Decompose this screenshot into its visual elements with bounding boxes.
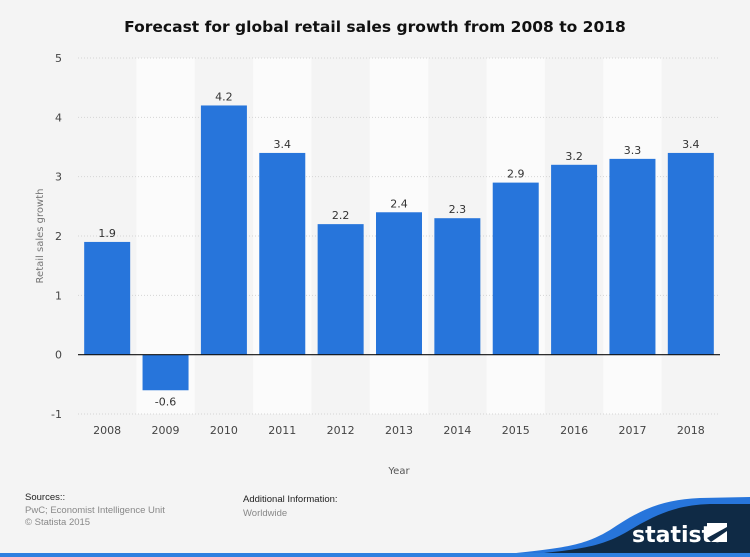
- bar-2008: [84, 241, 131, 355]
- data-label: 3.4: [682, 138, 700, 151]
- x-tick-label: 2009: [152, 424, 180, 437]
- x-tick-label: 2013: [385, 424, 413, 437]
- additional-info-text: Worldwide: [243, 508, 288, 519]
- bar-2009: [142, 354, 189, 391]
- bar-2018: [667, 152, 714, 355]
- data-label: 3.3: [624, 144, 642, 157]
- bar-2014: [434, 218, 481, 355]
- data-label: 2.4: [390, 197, 408, 210]
- data-label: 3.2: [565, 150, 583, 163]
- data-label: -0.6: [155, 395, 176, 408]
- x-tick-label: 2015: [502, 424, 530, 437]
- y-tick-label: 4: [55, 111, 62, 124]
- sources-text: PwC; Economist Intelligence Unit: [25, 505, 165, 516]
- x-axis-label: Year: [387, 466, 410, 477]
- chart-title: Forecast for global retail sales growth …: [124, 18, 626, 36]
- bar-2017: [609, 158, 656, 355]
- x-tick-label: 2014: [443, 424, 471, 437]
- statista-logo-icon: [707, 523, 727, 542]
- x-tick-label: 2008: [93, 424, 121, 437]
- bar-2010: [200, 105, 247, 355]
- x-tick-label: 2017: [618, 424, 646, 437]
- x-tick-label: 2012: [327, 424, 355, 437]
- data-label: 2.3: [449, 203, 467, 216]
- y-axis-label: Retail sales growth: [35, 189, 46, 284]
- x-tick-label: 2011: [268, 424, 296, 437]
- data-label: 4.2: [215, 90, 233, 103]
- data-label: 3.4: [274, 138, 292, 151]
- sources-label: Sources::: [25, 492, 66, 503]
- additional-info-label: Additional Information:: [243, 494, 338, 505]
- bar-2016: [551, 164, 598, 355]
- data-label: 2.2: [332, 209, 350, 222]
- bar-2012: [317, 224, 364, 355]
- y-tick-label: -1: [51, 408, 62, 421]
- copyright: © Statista 2015: [25, 517, 91, 528]
- y-tick-label: 0: [55, 349, 62, 362]
- x-tick-label: 2016: [560, 424, 588, 437]
- x-tick-label: 2018: [677, 424, 705, 437]
- bar-2011: [259, 152, 306, 355]
- y-tick-label: 5: [55, 52, 62, 65]
- x-tick-label: 2010: [210, 424, 238, 437]
- data-label: 2.9: [507, 168, 525, 181]
- data-label: 1.9: [98, 227, 116, 240]
- y-tick-label: 3: [55, 171, 62, 184]
- bar-2013: [376, 212, 422, 355]
- bar-2015: [492, 182, 539, 355]
- y-tick-label: 1: [55, 289, 62, 302]
- y-tick-label: 2: [55, 230, 62, 243]
